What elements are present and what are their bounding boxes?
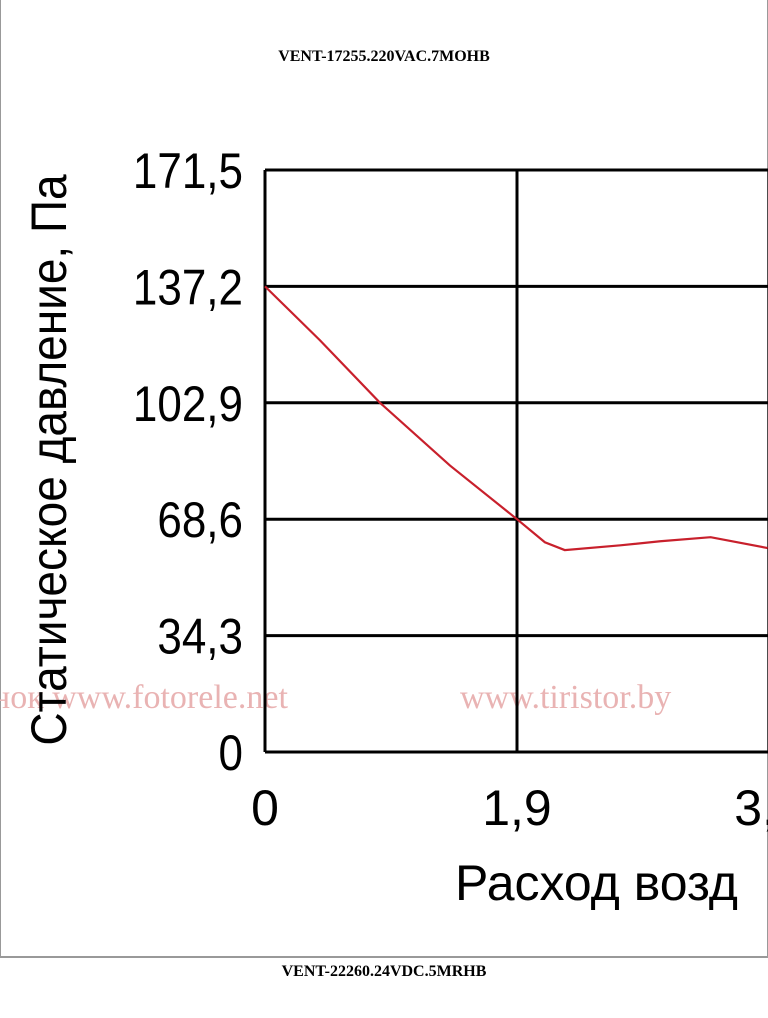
watermark: нок www.fotorele.net — [0, 679, 288, 716]
y-tick-label: 171,5 — [133, 142, 243, 198]
x-tick-label: 3,8 — [734, 780, 768, 836]
watermark: www.tiristor.by — [460, 679, 671, 716]
y-tick-label: 137,2 — [133, 259, 243, 315]
data-line — [264, 285, 768, 552]
chart-title: VENT-17255.220VAC.7MOHB — [278, 48, 490, 65]
chart: нок www.fotorele.net www.tiristor.by 0 34,3… — [0, 142, 768, 911]
y-tick-label: 102,9 — [133, 375, 243, 431]
separator — [0, 957, 768, 958]
x-tick-label: 0 — [251, 780, 279, 836]
y-axis-label: Статическое давление, Па — [22, 174, 77, 746]
y-tick-label: 34,3 — [157, 608, 243, 664]
x-axis-label: Расход возд — [455, 855, 738, 911]
y-tick-label: 68,6 — [157, 492, 243, 548]
y-tick-label: 0 — [219, 724, 243, 780]
next-title: VENT-22260.24VDC.5MRHB — [281, 963, 487, 980]
x-tick-label: 1,9 — [482, 780, 552, 836]
